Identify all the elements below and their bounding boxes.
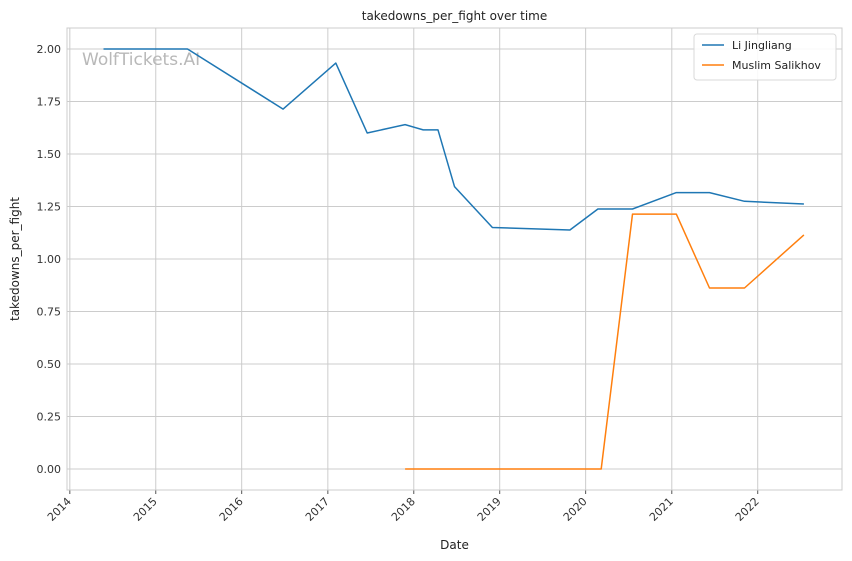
legend-box bbox=[693, 33, 837, 81]
y-tick-label: 0.25 bbox=[37, 411, 62, 424]
y-tick-label: 2.00 bbox=[37, 43, 62, 56]
legend-label: Muslim Salikhov bbox=[732, 59, 821, 72]
legend: Li Jingliang Muslim Salikhov bbox=[693, 33, 837, 81]
series-line-0 bbox=[103, 48, 804, 231]
y-tick-label: 0.00 bbox=[37, 463, 62, 476]
y-tick-label: 0.50 bbox=[37, 358, 62, 371]
y-tick-label: 1.25 bbox=[37, 201, 62, 214]
y-tick-label: 1.50 bbox=[37, 148, 62, 161]
y-tick-label: 0.75 bbox=[37, 306, 62, 319]
chart-title: takedowns_per_fight over time bbox=[362, 9, 548, 23]
legend-label: Li Jingliang bbox=[732, 39, 792, 52]
series-lines bbox=[103, 48, 805, 470]
y-tick-label: 1.00 bbox=[37, 253, 62, 266]
y-axis-title: takedowns_per_fight bbox=[8, 197, 22, 321]
y-tick-label: 1.75 bbox=[37, 96, 62, 109]
plot-area-border bbox=[66, 27, 843, 491]
series-line-1 bbox=[405, 213, 805, 470]
watermark: WolfTickets.AI bbox=[82, 50, 200, 70]
grid bbox=[67, 28, 842, 494]
x-axis-title: Date bbox=[440, 538, 469, 552]
